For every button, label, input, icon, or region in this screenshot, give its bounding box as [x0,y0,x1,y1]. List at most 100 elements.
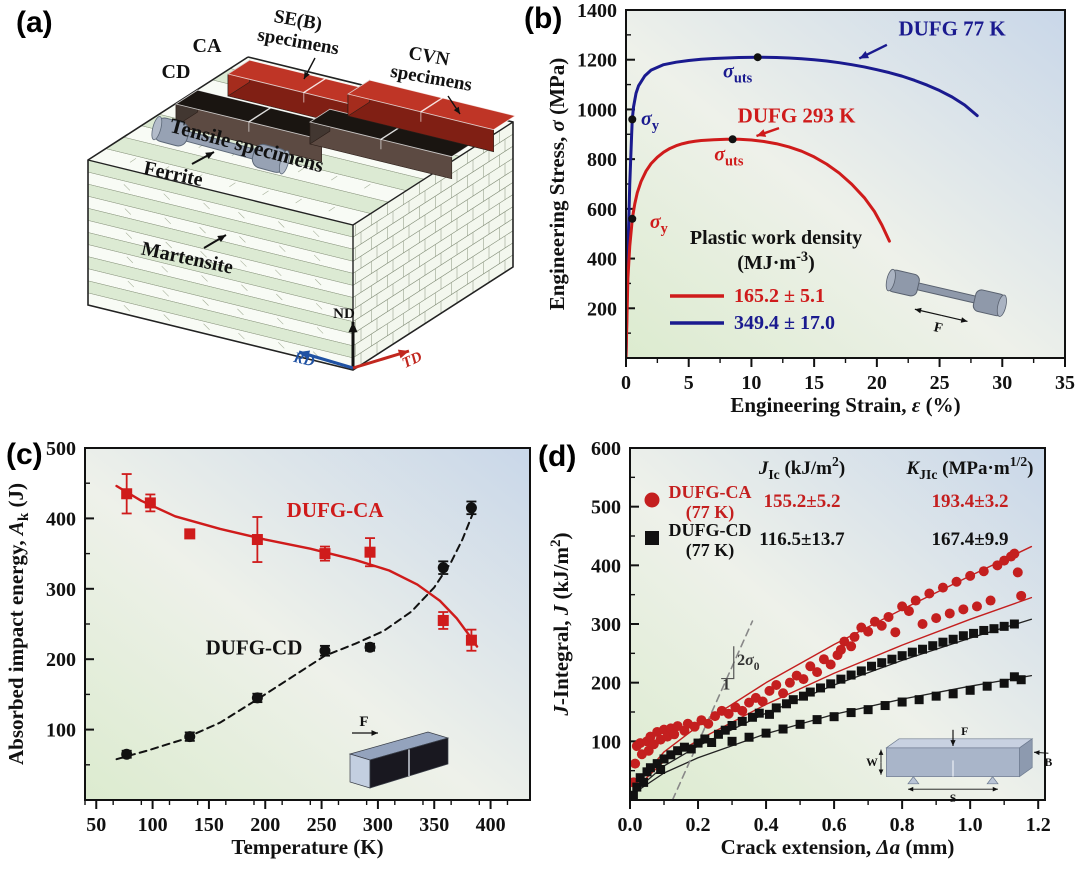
svg-text:200: 200 [250,814,280,836]
svg-text:(MJ·m-3): (MJ·m-3) [737,249,815,274]
annotation-text: 1 [722,677,730,694]
stress-strain-chart: 0 5 10 15 20 25 30 35 200 400 600 800 1000 1200 1400 En… [545,0,1075,417]
panel-c-letter: (c) [6,438,43,471]
svg-text:250: 250 [307,814,337,836]
series-dufg-ca [115,473,479,652]
svg-text:F: F [359,714,368,730]
annotation-text: DUFG-CA [287,498,385,522]
svg-text:25: 25 [930,372,950,394]
svg-text:300: 300 [363,814,393,836]
x-axis-label: Temperature (K) [231,835,383,859]
panel-b-letter: (b) [524,2,563,35]
svg-text:15: 15 [804,372,824,394]
svg-text:(77 K): (77 K) [686,502,735,523]
y-axis-label: J-Integral, J (kJ/m2) [548,532,573,716]
svg-text:350: 350 [419,814,449,836]
svg-text:0: 0 [621,372,631,394]
svg-text:116.5±13.7: 116.5±13.7 [759,529,845,550]
axes: 0.0 0.2 0.4 0.6 0.8 1.0 1.2 100 200 300 400 500 600 [591,438,1051,836]
svg-text:S: S [950,792,957,805]
svg-text:165.2 ± 5.1: 165.2 ± 5.1 [734,285,825,307]
svg-text:500: 500 [591,497,621,519]
svg-text:F: F [932,320,944,337]
svg-text:1000: 1000 [577,99,617,121]
tensile-specimen-icon: F [885,268,1007,337]
seb-label: SE(B)specimens [256,6,341,59]
svg-text:400: 400 [476,814,506,836]
annotation-text: σuts [714,143,744,169]
series-dufg-cd-77-k- [630,619,1026,800]
axes: 0 5 10 15 20 25 30 35 200 400 600 800 1000 1200 1400 [577,0,1075,394]
svg-text:1.0: 1.0 [958,814,983,836]
svg-text:0.2: 0.2 [686,814,711,836]
x-axis-label: Crack extension, Δa (mm) [721,835,955,859]
svg-text:400: 400 [587,249,617,271]
series-dufg-cd [115,500,477,761]
svg-text:DUFG-CD: DUFG-CD [669,520,752,540]
svg-text:KJIc (MPa·m1/2): KJIc (MPa·m1/2) [905,454,1033,482]
svg-text:349.4 ± 17.0: 349.4 ± 17.0 [734,312,835,334]
svg-text:W: W [866,756,878,769]
svg-text:20: 20 [867,372,887,394]
svg-text:35: 35 [1055,372,1075,394]
svg-text:50: 50 [86,814,106,836]
svg-text:F: F [961,725,968,738]
svg-text:1.2: 1.2 [1026,814,1051,836]
svg-text:300: 300 [591,614,621,636]
y-axis-label: Absorbed impact energy, Ak (J) [4,483,32,765]
svg-text:1400: 1400 [577,0,617,22]
x-axis-label: Engineering Strain, ε (%) [730,393,960,417]
y-axis-label: Engineering Stress, σ (MPa) [545,58,569,310]
svg-text:150: 150 [194,814,224,836]
svg-text:10: 10 [741,372,761,394]
svg-text:0.4: 0.4 [754,814,779,836]
cvn-specimen-icon: F [348,714,450,789]
plot-area [85,448,530,800]
panel-d-chart: 0.0 0.2 0.4 0.6 0.8 1.0 1.2 100 200 300 400 500 600 C… [540,430,1080,869]
svg-text:100: 100 [591,731,621,753]
svg-text:0.8: 0.8 [890,814,915,836]
svg-text:RD: RD [291,350,316,371]
annotation-text: σy [641,108,660,134]
svg-text:100: 100 [138,814,168,836]
svg-text:200: 200 [591,673,621,695]
svg-text:100: 100 [46,720,76,742]
legend: Plastic work density(MJ·m-3) 165.2 ± 5.1 3… [670,227,862,334]
svg-text:Plastic work density: Plastic work density [690,227,862,249]
seb-cd-specimen [174,89,345,163]
svg-text:200: 200 [46,649,76,671]
svg-text:5: 5 [684,372,694,394]
annotation-text: DUFG-CD [206,635,303,659]
annotation-text: σy [650,211,669,237]
panel-b-chart: 0 5 10 15 20 25 30 35 200 400 600 800 1000 1200 1400 En… [520,0,1080,430]
svg-text:600: 600 [591,438,621,460]
annotation-text: σuts [723,61,753,87]
svg-text:155.2±5.2: 155.2±5.2 [764,491,841,512]
panel-d-letter: (d) [538,440,577,473]
svg-text:400: 400 [46,508,76,530]
svg-text:200: 200 [587,298,617,320]
annotation-text: DUFG 293 K [738,103,856,127]
svg-text:CD: CD [162,61,191,83]
panel-a-letter: (a) [16,6,53,39]
svg-text:30: 30 [992,372,1012,394]
series-layer [630,545,1033,800]
panel-a-diagram: CA CD SE(B) specimens CVN specimens Tensile sp… [0,0,520,430]
svg-text:400: 400 [591,555,621,577]
svg-text:CA: CA [193,35,222,57]
tensile-specimen-3d [151,116,290,175]
svg-text:0.6: 0.6 [822,814,847,836]
legend-table: JIc (kJ/m2) KJIc (MPa·m1/2)DUFG-CA(77 K) 1… [644,454,1034,561]
svg-text:0.0: 0.0 [618,814,643,836]
svg-text:167.4±9.9: 167.4±9.9 [932,529,1009,550]
series-layer [115,473,479,761]
panel-c-chart: 50 100 150 200 250 300 350 400 100 200 300 400 500 Te… [0,430,540,869]
svg-text:B: B [1045,756,1053,769]
cvn-ca-specimen [346,79,517,153]
svg-text:800: 800 [587,149,617,171]
j-integral-chart: 0.0 0.2 0.4 0.6 0.8 1.0 1.2 100 200 300 400 500 600 C… [548,438,1053,859]
svg-text:TD: TD [400,349,425,372]
